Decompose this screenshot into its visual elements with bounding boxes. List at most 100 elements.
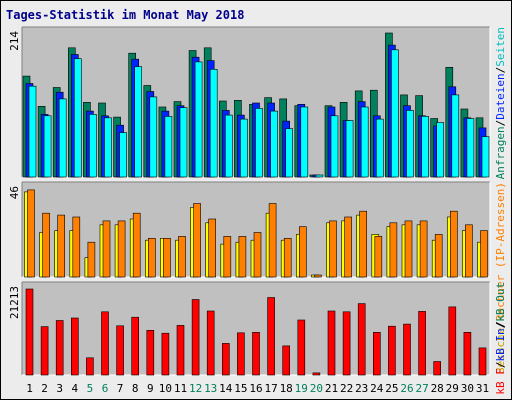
bar-seiten-day-28 (436, 122, 445, 178)
legend-top-item-0: Anfragen (494, 126, 507, 179)
panel-1: 214 (8, 26, 491, 178)
legend-middle: Besuche/ Rechner (IP-Adressen) (494, 182, 507, 374)
day-label-31: 31 (476, 382, 489, 395)
day-label-21: 21 (325, 382, 338, 395)
bar-rechner-ip-adressen--day-25 (389, 222, 398, 278)
bar-kb-f-day-12 (191, 299, 200, 376)
bar-seiten-day-7 (119, 132, 127, 178)
bar-kb-f-day-9 (146, 329, 155, 376)
panel-2-max-label: 46 (8, 186, 21, 199)
bar-rechner-ip-adressen--day-1 (27, 189, 35, 278)
legend-top: Anfragen/Dateien/Seiten (494, 27, 507, 179)
day-label-26: 26 (400, 382, 413, 395)
legend-bottom-item-2: kB In (494, 328, 507, 361)
day-label-14: 14 (219, 382, 233, 395)
bar-rechner-ip-adressen--day-3 (57, 214, 66, 278)
bar-kb-f-day-17 (267, 297, 275, 376)
bar-rechner-ip-adressen--day-8 (132, 212, 141, 278)
legend-top-item-4: Seiten (494, 27, 507, 67)
bar-rechner-ip-adressen--day-28 (434, 234, 443, 278)
day-label-7: 7 (117, 382, 124, 395)
bar-kb-f-day-14 (222, 343, 230, 376)
bar-kb-f-day-19 (297, 319, 306, 376)
bar-rechner-ip-adressen--day-16 (253, 232, 262, 278)
bar-kb-f-day-24 (372, 331, 381, 376)
day-label-30: 30 (461, 382, 474, 395)
day-label-19: 19 (295, 382, 308, 395)
legend-middle-item-2: Rechner (IP-Adressen) (494, 182, 507, 321)
day-label-22: 22 (340, 382, 353, 395)
bar-seiten-day-29 (451, 94, 460, 178)
bar-rechner-ip-adressen--day-5 (87, 241, 96, 278)
day-label-5: 5 (87, 382, 94, 395)
panel-2: 46 (8, 181, 491, 278)
bar-kb-f-day-23 (357, 303, 366, 376)
bar-rechner-ip-adressen--day-19 (298, 226, 307, 278)
bar-rechner-ip-adressen--day-12 (193, 203, 201, 278)
bar-kb-f-day-29 (448, 306, 457, 376)
day-label-10: 10 (159, 382, 172, 395)
bar-seiten-day-25 (391, 49, 399, 178)
bar-kb-f-day-28 (433, 361, 442, 376)
bar-kb-f-day-13 (206, 310, 215, 376)
bar-rechner-ip-adressen--day-11 (178, 236, 186, 278)
bar-seiten-day-8 (134, 66, 142, 178)
day-label-8: 8 (132, 382, 139, 395)
bar-rechner-ip-adressen--day-23 (359, 210, 368, 278)
bar-seiten-day-22 (345, 120, 354, 178)
bar-seiten-day-24 (375, 118, 384, 178)
bar-seiten-day-3 (58, 98, 67, 178)
bar-rechner-ip-adressen--day-27 (419, 220, 428, 278)
panel-3: 21213 (8, 281, 491, 376)
bar-kb-f-day-16 (252, 331, 260, 376)
bar-kb-f-day-5 (86, 357, 94, 376)
day-label-1: 1 (26, 382, 33, 395)
bar-seiten-day-19 (300, 106, 309, 178)
day-label-23: 23 (355, 382, 368, 395)
bar-rechner-ip-adressen--day-14 (223, 236, 232, 278)
bar-kb-f-day-26 (403, 323, 411, 376)
bar-rechner-ip-adressen--day-10 (163, 238, 171, 278)
panel-3-max-label: 21213 (8, 286, 21, 319)
day-label-20: 20 (310, 382, 323, 395)
day-label-3: 3 (56, 382, 63, 395)
bar-rechner-ip-adressen--day-31 (480, 230, 488, 278)
bar-kb-f-day-2 (40, 326, 49, 376)
bar-seiten-day-30 (466, 118, 475, 178)
bar-rechner-ip-adressen--day-17 (268, 203, 277, 278)
bar-kb-f-day-3 (55, 320, 64, 376)
bar-seiten-day-9 (149, 96, 158, 178)
bar-seiten-day-5 (89, 114, 97, 178)
bar-seiten-day-17 (270, 110, 278, 178)
legend-top-item-3: / (494, 67, 507, 74)
bar-rechner-ip-adressen--day-30 (465, 224, 473, 278)
day-label-17: 17 (264, 382, 277, 395)
legend-bottom: kB F/kB In/kB Out (494, 282, 507, 395)
bar-rechner-ip-adressen--day-13 (208, 218, 216, 278)
legend-bottom-item-0: kB F (494, 368, 507, 395)
bar-seiten-day-20 (315, 174, 324, 178)
day-label-9: 9 (147, 382, 154, 395)
day-label-2: 2 (41, 382, 48, 395)
day-label-25: 25 (385, 382, 398, 395)
legend-top-item-1: / (494, 120, 507, 127)
bar-rechner-ip-adressen--day-26 (404, 220, 413, 278)
bar-seiten-day-12 (194, 61, 203, 178)
bar-kb-f-day-15 (237, 332, 245, 376)
bar-rechner-ip-adressen--day-6 (102, 220, 111, 278)
legend-bottom-item-1: / (494, 362, 507, 369)
bar-kb-f-day-1 (25, 288, 34, 376)
bar-rechner-ip-adressen--day-20 (314, 274, 322, 278)
bar-rechner-ip-adressen--day-7 (117, 220, 126, 278)
bar-rechner-ip-adressen--day-2 (42, 212, 50, 278)
bar-kb-f-day-20 (312, 372, 321, 376)
day-label-24: 24 (370, 382, 384, 395)
day-label-15: 15 (234, 382, 247, 395)
day-label-29: 29 (446, 382, 459, 395)
bar-seiten-day-1 (28, 85, 37, 178)
bar-kb-f-day-7 (116, 325, 124, 376)
legend-middle-item-0: Besuche (494, 328, 507, 374)
bar-seiten-day-13 (209, 69, 218, 178)
bar-seiten-day-27 (421, 116, 429, 178)
day-label-27: 27 (415, 382, 428, 395)
